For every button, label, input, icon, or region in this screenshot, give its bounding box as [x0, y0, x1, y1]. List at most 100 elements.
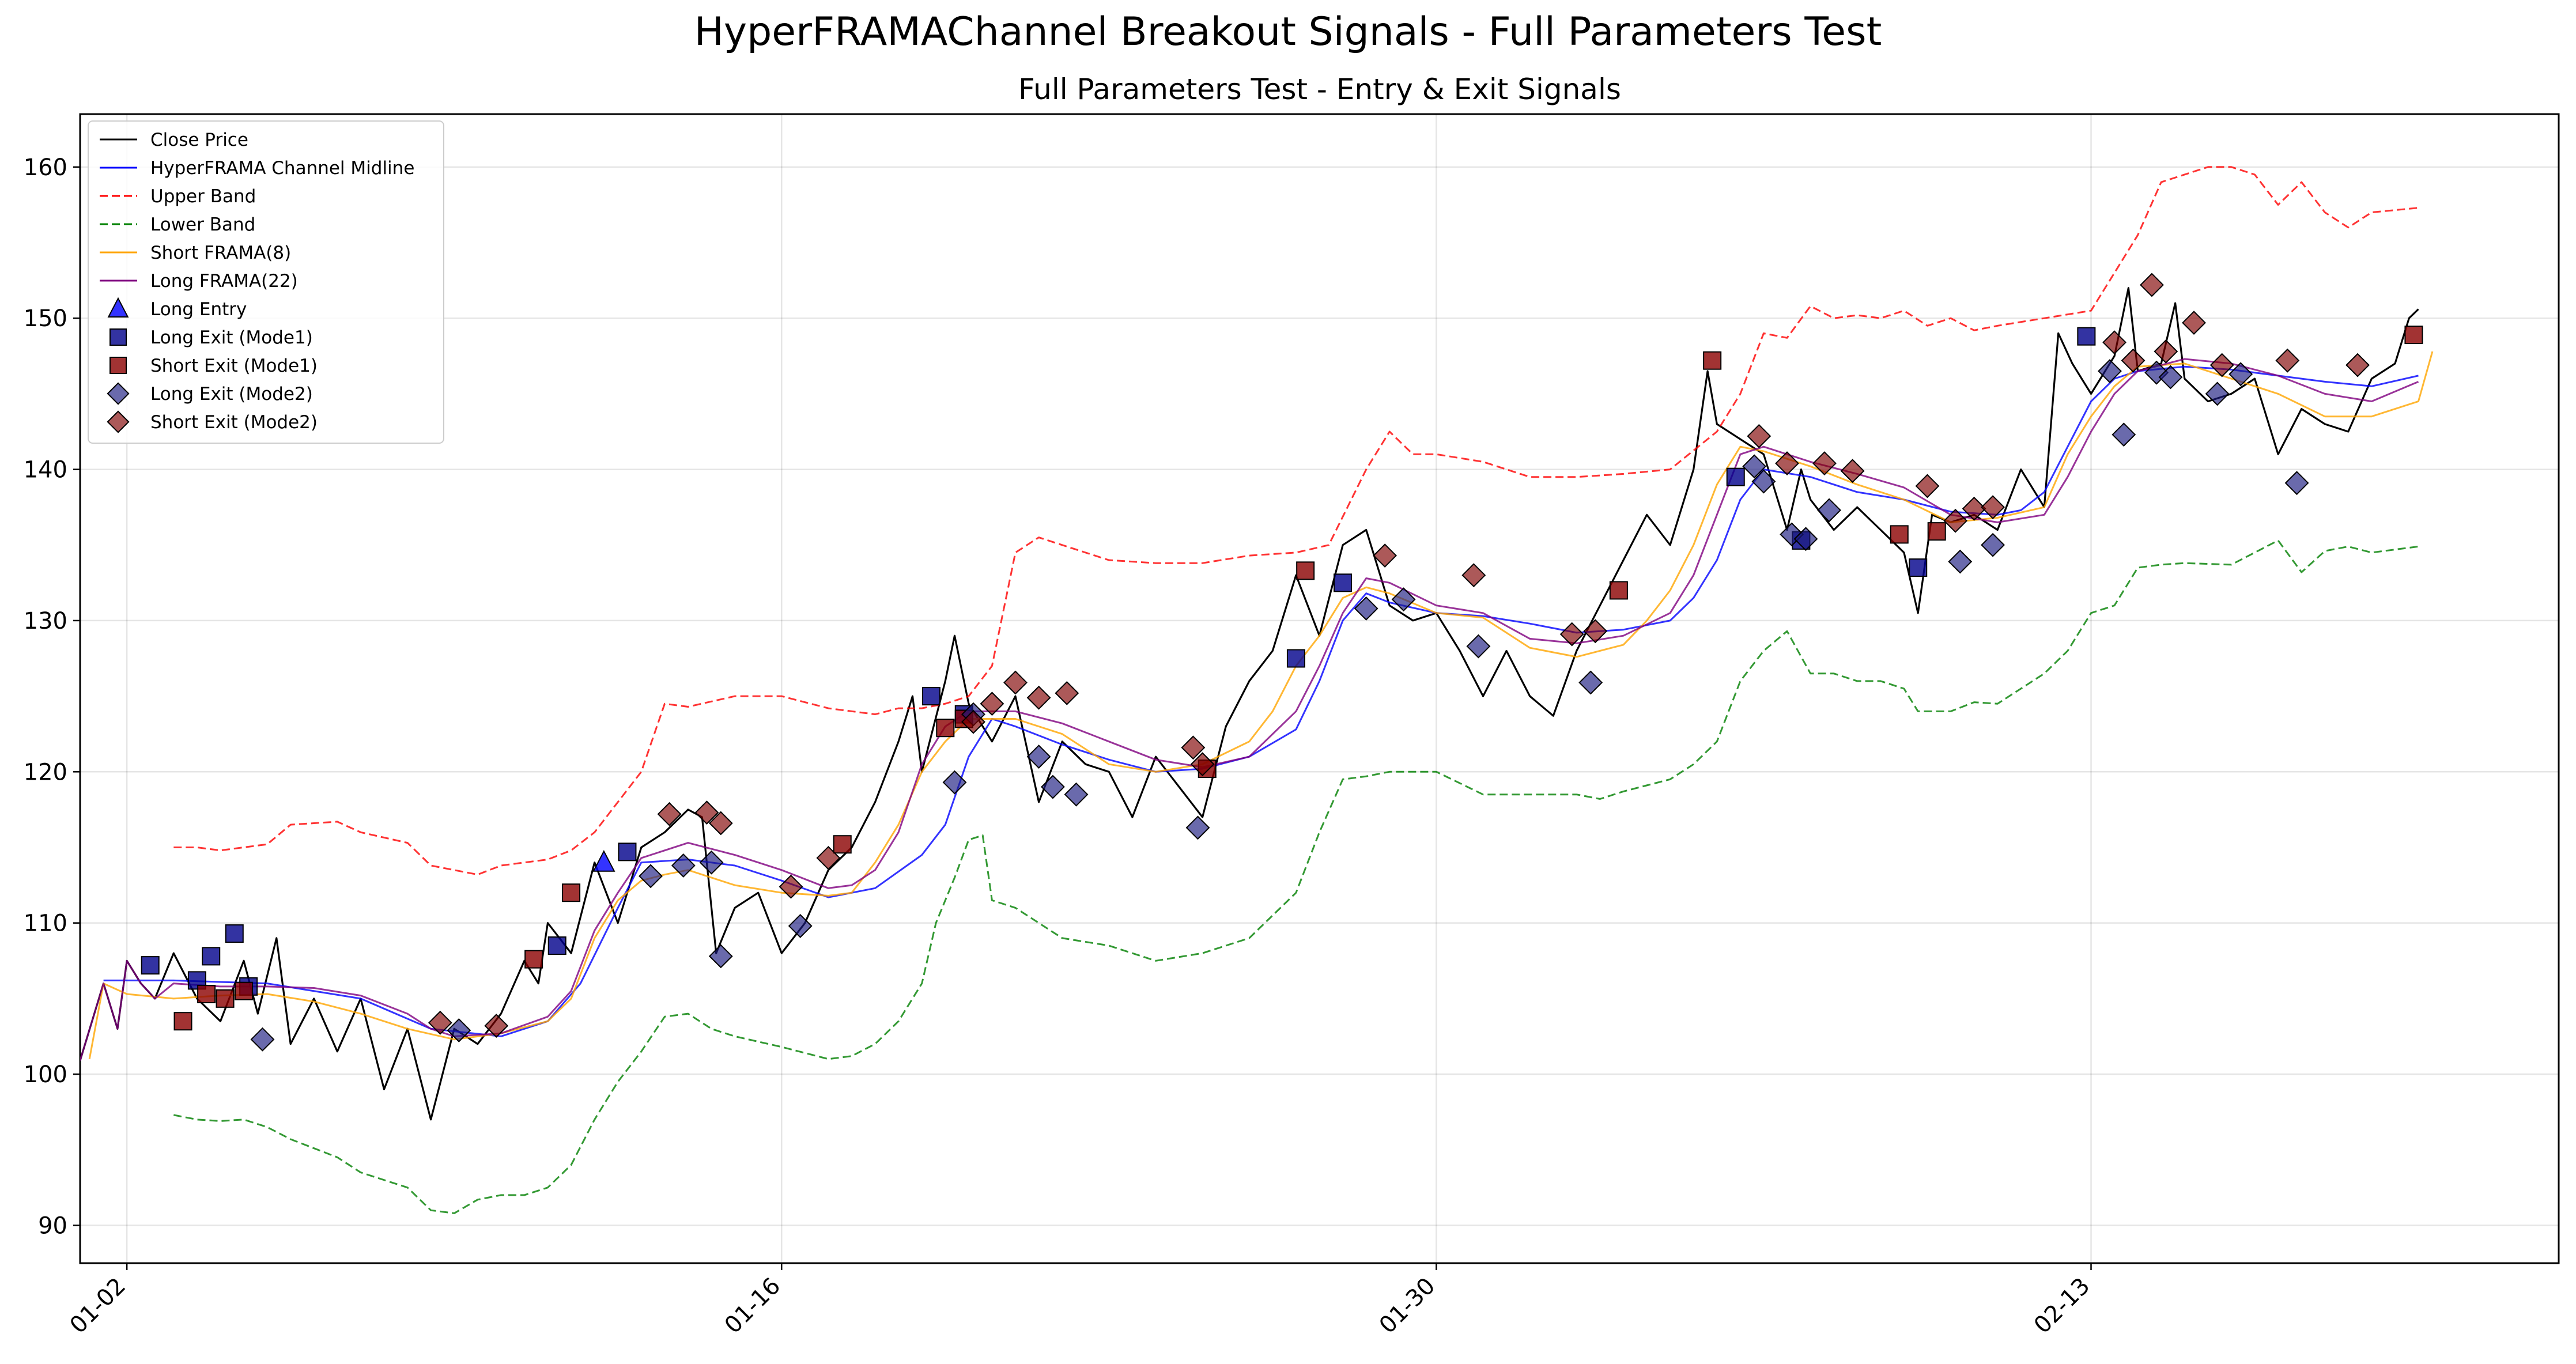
- legend-label: Short FRAMA(8): [150, 243, 291, 263]
- legend-swatch: [107, 297, 129, 318]
- marker-long_exit_m1: [921, 687, 940, 706]
- marker-short_exit_m1: [833, 835, 852, 854]
- marker-long_exit_m2: [2098, 359, 2122, 383]
- marker-short_exit_m2: [1583, 619, 1608, 644]
- marker-long_exit_m2: [250, 1027, 275, 1052]
- marker-short_exit_m2: [2102, 330, 2126, 355]
- y-tick-label: 110: [24, 910, 67, 937]
- marker-long_exit_m2: [1948, 549, 1973, 574]
- marker-short_exit_m2: [1055, 681, 1079, 705]
- legend-label: HyperFRAMA Channel Midline: [150, 158, 414, 179]
- marker-long_exit_m2: [708, 944, 733, 969]
- marker-short_exit_m1: [2404, 326, 2423, 345]
- marker-long_exit_m2: [1064, 782, 1089, 807]
- marker-long_exit_m2: [2112, 422, 2136, 447]
- marker-short_exit_m2: [694, 800, 719, 825]
- x-tick-label: 02-13: [2029, 1273, 2095, 1339]
- series-upper: [173, 166, 2419, 876]
- legend-label: Long Exit (Mode2): [150, 384, 313, 405]
- x-tick-label: 01-16: [720, 1273, 786, 1339]
- marker-short_exit_m2: [961, 709, 985, 734]
- y-tick-label: 90: [38, 1212, 67, 1239]
- marker-short_exit_m1: [562, 883, 581, 902]
- marker-short_exit_m2: [1190, 752, 1215, 777]
- series-midline: [103, 365, 2419, 1037]
- legend-label: Long Exit (Mode1): [150, 327, 313, 348]
- legend-item: Long FRAMA(22): [100, 271, 298, 292]
- x-tick-label: 01-02: [65, 1273, 131, 1339]
- marker-long_exit_m2: [1185, 815, 1210, 840]
- marker-long_exit_m2: [671, 853, 696, 878]
- marker-long_exit_m1: [225, 924, 244, 943]
- chart-title: HyperFRAMAChannel Breakout Signals - Ful…: [694, 9, 1882, 55]
- marker-short_exit_m2: [1943, 508, 1968, 533]
- marker-long_exit_m2: [2284, 471, 2309, 496]
- marker-layer: [141, 273, 2423, 1052]
- marker-short_exit_m2: [1775, 451, 1799, 475]
- marker-long_exit_m1: [2077, 327, 2096, 346]
- marker-short_exit_m2: [1915, 474, 1940, 498]
- marker-long_exit_m2: [1578, 670, 1603, 695]
- marker-short_exit_m2: [1003, 670, 1028, 695]
- marker-short_exit_m2: [1373, 543, 1397, 568]
- plot-frame: [79, 113, 2560, 1264]
- marker-short_exit_m2: [2209, 353, 2234, 377]
- legend-label: Long Entry: [150, 299, 247, 320]
- marker-short_exit_m2: [2345, 353, 2370, 377]
- marker-short_exit_m2: [1962, 496, 1986, 521]
- grid: [80, 114, 2559, 1263]
- legend-item: Long Exit (Mode1): [109, 327, 313, 348]
- marker-long_exit_m2: [639, 864, 663, 889]
- marker-short_exit_m2: [1026, 685, 1051, 710]
- marker-long_exit_m1: [141, 956, 160, 975]
- legend-label: Close Price: [150, 130, 248, 150]
- marker-long_exit_m2: [1041, 774, 1065, 799]
- marker-short_exit_m2: [2275, 348, 2300, 373]
- y-tick-label: 100: [24, 1061, 67, 1088]
- chart-subtitle: Full Parameters Test - Entry & Exit Sign…: [1018, 73, 1621, 106]
- marker-long_exit_m2: [447, 1018, 471, 1042]
- legend-box: [88, 120, 444, 444]
- marker-long_exit_m2: [1466, 634, 1491, 659]
- marker-long_exit_m2: [1742, 454, 1767, 479]
- marker-short_exit_m1: [936, 719, 955, 738]
- x-tick-label: 01-30: [1374, 1273, 1441, 1339]
- marker-short_exit_m1: [1296, 561, 1315, 580]
- y-tick-label: 160: [24, 154, 67, 181]
- marker-short_exit_m2: [1747, 424, 1772, 448]
- marker-long_exit_m2: [1793, 527, 1818, 551]
- marker-short_exit_m2: [1461, 563, 1486, 588]
- legend: Close Price HyperFRAMA Channel Midline Upp…: [88, 120, 444, 444]
- marker-short_exit_m2: [1181, 735, 1206, 760]
- legend-item: Close Price: [100, 130, 248, 150]
- legend-label: Short Exit (Mode2): [150, 412, 318, 433]
- marker-long_exit_m2: [2205, 381, 2230, 406]
- marker-short_exit_m1: [216, 989, 235, 1008]
- marker-long_exit_m1: [1334, 573, 1353, 592]
- legend-label: Short Exit (Mode1): [150, 356, 318, 376]
- legend-item: Short FRAMA(8): [100, 243, 291, 263]
- marker-short_exit_m2: [779, 874, 803, 899]
- marker-long_exit_m2: [1391, 587, 1416, 612]
- marker-short_exit_m1: [1927, 522, 1946, 541]
- marker-short_exit_m2: [708, 811, 733, 836]
- marker-short_exit_m2: [2154, 339, 2178, 364]
- marker-long_exit_m1: [1909, 558, 1928, 577]
- marker-long_exit_m1: [1286, 649, 1305, 668]
- series-short_frama: [88, 351, 2434, 1060]
- y-tick-label: 140: [24, 457, 67, 483]
- legend-item: Upper Band: [100, 186, 256, 207]
- marker-short_exit_m2: [657, 802, 682, 826]
- series-layer: [80, 166, 2434, 1214]
- y-tick-label: 130: [24, 608, 67, 634]
- marker-long_exit_m2: [1026, 745, 1051, 769]
- marker-short_exit_m2: [484, 1014, 509, 1038]
- y-tick-label: 150: [24, 305, 67, 332]
- legend-label: Upper Band: [150, 186, 256, 207]
- marker-long_exit_m2: [2228, 362, 2253, 387]
- marker-short_exit_m1: [173, 1012, 192, 1031]
- marker-long_exit_m2: [1981, 532, 2005, 557]
- legend-item: Short Exit (Mode1): [109, 356, 318, 376]
- marker-long_exit_m1: [618, 842, 637, 862]
